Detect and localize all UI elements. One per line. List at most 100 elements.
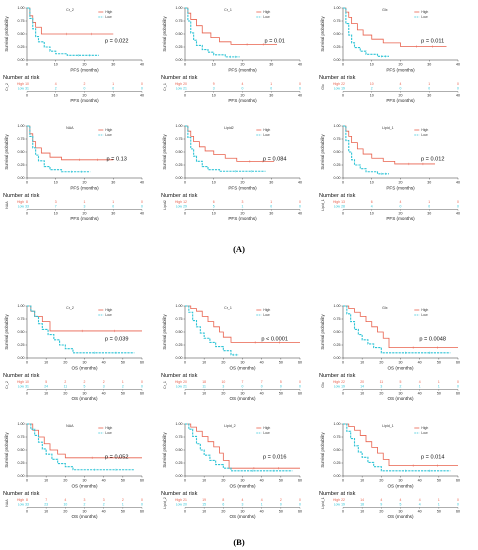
risk-count-low: 3 (242, 503, 244, 507)
risk-strata-label: Cr_2 (5, 83, 9, 91)
risk-axis-tick-label: 10 (44, 392, 48, 396)
y-tick-label: 0.25 (18, 343, 25, 347)
y-tick-label: 1.00 (176, 124, 183, 128)
x-tick-label: 60 (140, 361, 144, 365)
risk-count-low: 0 (400, 87, 402, 91)
x-tick-label: 30 (111, 181, 115, 185)
risk-count-low: 2 (400, 385, 402, 389)
curve-low (185, 305, 239, 356)
y-tick-label: 0.75 (334, 435, 341, 439)
risk-count-high: 0 (457, 380, 459, 384)
risk-axis-tick-label: 50 (437, 510, 441, 514)
chart-title: Lipid2 (224, 126, 234, 130)
risk-count-high: 2 (280, 498, 282, 502)
risk-count-low: 11 (202, 385, 206, 389)
legend-low-label: Low (263, 133, 270, 137)
p-value: p = 0.13 (107, 156, 127, 162)
chart-title: Lipid_1 (382, 126, 394, 130)
risk-count-low: 3 (103, 385, 105, 389)
x-tick-label: 50 (437, 361, 441, 365)
risk-row-high-label: High (333, 380, 340, 384)
risk-count-low: 0 (280, 385, 282, 389)
risk-count-high: 1 (438, 498, 440, 502)
risk-axis-tick-label: 50 (121, 510, 125, 514)
y-tick-label: 0.50 (334, 448, 341, 452)
x-tick-label: 10 (202, 479, 206, 483)
risk-axis-tick-label: 30 (427, 94, 431, 98)
risk-count-low: 0 (112, 87, 114, 91)
y-tick-label: 0.50 (18, 330, 25, 334)
risk-axis-tick-label: 0 (26, 94, 28, 98)
risk-count-low: 5 (213, 205, 215, 209)
risk-row-low-label: Low (176, 385, 183, 389)
risk-count-high: 3 (84, 498, 86, 502)
risk-count-high: 0 (299, 380, 301, 384)
y-tick-label: 1.00 (176, 304, 183, 308)
x-axis-label: OS (months) (229, 484, 256, 489)
risk-count-high: 3 (55, 200, 57, 204)
risk-axis-tick-label: 0 (26, 510, 28, 514)
risk-axis-tick-label: 20 (83, 212, 87, 216)
x-axis-label: PFS (months) (70, 68, 99, 73)
x-tick-label: 50 (121, 479, 125, 483)
y-tick-label: 0.50 (176, 150, 183, 154)
x-tick-label: 40 (456, 63, 460, 67)
x-tick-label: 40 (260, 361, 264, 365)
risk-count-low: 0 (457, 503, 459, 507)
risk-table-header: Number at risk (161, 75, 198, 81)
y-tick-label: 0.00 (176, 474, 183, 478)
risk-axis-tick-label: 30 (269, 94, 273, 98)
y-tick-label: 1.00 (18, 6, 25, 10)
legend-low-label: Low (105, 431, 112, 435)
risk-count-high: 0 (457, 200, 459, 204)
x-tick-label: 10 (370, 181, 374, 185)
risk-count-high: 11 (380, 380, 384, 384)
p-value: p = 0.014 (421, 454, 444, 460)
risk-row-low-label: Low (18, 205, 25, 209)
y-tick-label: 0.75 (334, 317, 341, 321)
curve-high (343, 125, 435, 165)
risk-axis-tick-label: 40 (456, 212, 460, 216)
x-tick-label: 40 (102, 479, 106, 483)
legend-high-label: High (263, 426, 270, 430)
risk-count-high: 0 (457, 498, 459, 502)
risk-count-high: 1 (122, 380, 124, 384)
risk-axis-tick-label: 0 (184, 392, 186, 396)
y-axis-label: Survival probability (320, 134, 325, 170)
x-tick-label: 10 (44, 361, 48, 365)
y-tick-label: 0.75 (18, 317, 25, 321)
y-tick-label: 1.00 (18, 124, 25, 128)
risk-row-high-label: High (175, 82, 182, 86)
risk-count-low: 19 (341, 385, 345, 389)
risk-count-low: 14 (360, 385, 364, 389)
y-axis-label: Survival probability (162, 134, 167, 170)
x-tick-label: 40 (140, 181, 144, 185)
risk-axis-label: PFS (months) (386, 216, 415, 221)
x-tick-label: 10 (44, 479, 48, 483)
risk-count-low: 0 (141, 385, 143, 389)
chart-title: NAA (66, 424, 74, 428)
curve-low (27, 125, 91, 173)
risk-count-low: 0 (457, 385, 459, 389)
risk-axis-tick-label: 0 (184, 510, 186, 514)
p-value: p = 0.052 (105, 454, 128, 460)
risk-strata-label: Cr_1 (163, 381, 167, 389)
x-tick-label: 0 (26, 479, 28, 483)
x-tick-label: 0 (342, 361, 344, 365)
x-tick-label: 40 (298, 63, 302, 67)
y-tick-label: 0.00 (18, 176, 25, 180)
y-tick-label: 0.50 (176, 32, 183, 36)
risk-row-low-label: Low (18, 503, 25, 507)
risk-count-high: 14 (360, 498, 364, 502)
x-tick-label: 40 (418, 361, 422, 365)
y-axis-label: Survival probability (4, 314, 9, 350)
risk-axis-tick-label: 60 (456, 510, 460, 514)
risk-count-low: 0 (112, 205, 114, 209)
x-tick-label: 20 (379, 361, 383, 365)
legend-low-label: Low (263, 15, 270, 19)
risk-axis-tick-label: 20 (63, 510, 67, 514)
risk-strata-label: Glx (321, 382, 325, 388)
x-axis-label: OS (months) (71, 366, 98, 371)
risk-count-high: 0 (299, 200, 301, 204)
